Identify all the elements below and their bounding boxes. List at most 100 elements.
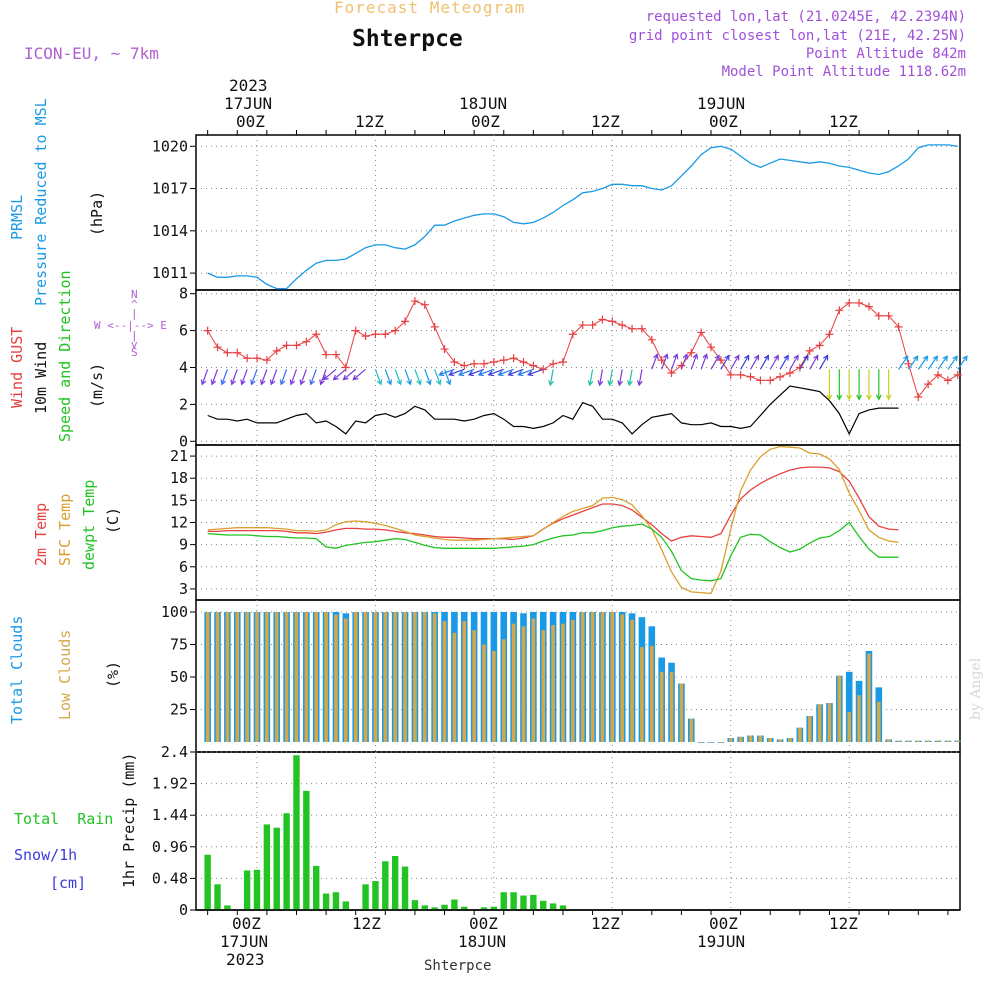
wind-direction-arrow [617, 369, 624, 387]
low-clouds-bar [580, 612, 585, 742]
compass-we: W <--|--> E [94, 319, 167, 332]
rain-bar [283, 813, 290, 910]
gust-marker [588, 321, 597, 330]
top-label-18jun-date: 18JUN [459, 94, 508, 113]
wind-direction-arrow [467, 368, 485, 377]
temp-ytick-label: 15 [170, 491, 188, 509]
rain-bar [342, 901, 350, 910]
bottom-label-17jun-00z: 00Z [232, 914, 261, 933]
clouds-ytick-label: 50 [170, 668, 188, 686]
compass-lower-bar: | [131, 329, 138, 342]
rain-bar [520, 895, 527, 910]
rain-bar [332, 892, 340, 910]
gust-marker [262, 356, 271, 365]
precip-ytick-label: 0.48 [152, 869, 188, 887]
low-clouds-bar [541, 630, 546, 742]
rain-bar [391, 856, 399, 910]
wind-label-speed-dir: Speed and Direction [56, 270, 74, 442]
pressure-unit: (hPa) [88, 190, 106, 236]
low-clouds-bar [462, 621, 467, 742]
wind-direction-arrow [846, 369, 853, 401]
gust-marker [312, 330, 321, 339]
low-clouds-bar [314, 612, 319, 742]
gust-marker [223, 348, 232, 357]
low-clouds-bar [274, 612, 279, 742]
precip-ytick-label: 0.96 [152, 838, 188, 856]
gust-marker [233, 348, 242, 357]
wind-direction-arrow [497, 368, 514, 377]
gust-marker [341, 363, 350, 372]
wind-direction-arrow [319, 369, 327, 386]
low-clouds-bar [482, 644, 486, 742]
wind-direction-arrow [487, 368, 504, 377]
gust-marker [716, 356, 725, 365]
rain-bar [303, 790, 310, 910]
wind-direction-arrow [836, 369, 843, 401]
low-clouds-bar [294, 612, 299, 742]
wind-direction-arrow [527, 368, 544, 377]
wind-direction-arrow [866, 369, 872, 401]
rain-bar [293, 755, 300, 910]
gust-marker [529, 361, 538, 370]
watermark: by Angel [968, 657, 984, 720]
gust-marker [647, 335, 656, 344]
gust-marker [253, 354, 261, 363]
low-clouds-bar [817, 704, 822, 742]
bottom-label-17jun-12z: 12Z [352, 914, 381, 933]
bottom-label-18jun-00z: 00Z [469, 914, 498, 933]
gust-marker [637, 324, 646, 333]
compass-upper-bar: | [131, 307, 138, 320]
low-clouds-bar [324, 612, 328, 742]
wind-direction-arrow [414, 369, 422, 386]
gust-marker [391, 326, 400, 335]
pressure-ytick-label: 1011 [152, 264, 188, 282]
top-label-19jun-00z: 00Z [709, 112, 738, 131]
wind-direction-arrow [947, 355, 958, 370]
rain-bar [204, 854, 211, 910]
low-clouds-bar [807, 716, 812, 742]
grid-point-coords: grid point closest lon,lat (21E, 42.25N) [628, 28, 966, 44]
gust-marker [440, 345, 449, 354]
wind-direction-arrow [700, 353, 708, 370]
low-clouds-bar [640, 647, 644, 742]
wind-direction-arrow [210, 369, 219, 386]
wind-direction-arrow [309, 369, 317, 386]
panel-frame-2 [195, 444, 961, 601]
temp-ytick-label: 9 [179, 536, 188, 554]
wind-direction-arrow [875, 369, 882, 401]
gust-marker [687, 348, 696, 357]
low-clouds-bar [353, 612, 358, 742]
low-clouds-bar [906, 740, 911, 742]
low-clouds-bar [492, 651, 496, 742]
low-clouds-bar [590, 612, 595, 742]
gust-marker [558, 357, 567, 366]
wind-direction-arrow [220, 369, 228, 386]
gust-marker [884, 311, 893, 320]
low-clouds-bar [245, 612, 249, 742]
gust-marker [815, 341, 824, 350]
low-clouds-bar [205, 612, 210, 742]
gust-marker [539, 365, 548, 374]
wind-direction-arrow [636, 369, 643, 387]
low-clouds-bar [896, 740, 901, 742]
wind-direction-arrow [517, 368, 534, 377]
low-clouds-bar [748, 735, 753, 742]
clouds-ytick-label: 75 [170, 636, 188, 654]
wind-direction-arrow [627, 369, 633, 387]
rain-bar [500, 892, 507, 910]
gust-marker [736, 370, 745, 379]
rain-bar [263, 824, 271, 910]
wind-label-gust: Wind GUST [8, 326, 26, 408]
gust-marker [953, 370, 962, 379]
low-clouds-bar [719, 742, 723, 743]
rain-bar [362, 884, 369, 910]
low-clouds-bar [886, 739, 891, 742]
pressure-ytick-label: 1017 [152, 180, 188, 198]
bottom-label-19jun-date: 19JUN [697, 932, 746, 951]
low-clouds-bar [955, 740, 960, 742]
precip-ytick-label: 0 [179, 901, 188, 919]
low-clouds-bar [373, 612, 378, 742]
temp-ytick-label: 21 [170, 447, 188, 465]
wind-direction-arrow [661, 353, 669, 370]
gust-marker [243, 354, 252, 363]
